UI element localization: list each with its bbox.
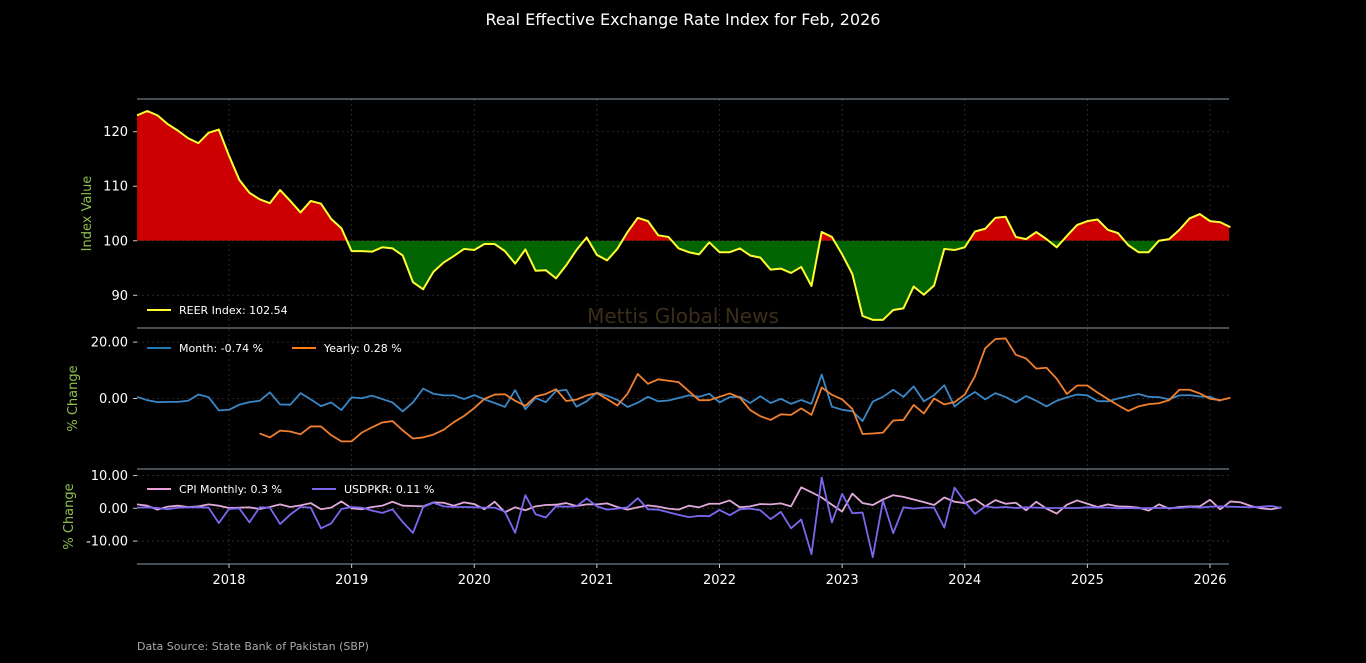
yearly-line [259,337,1231,443]
x-tick-label: 2021 [580,573,613,588]
watermark: Mettis Global News [587,304,779,328]
cpi-monthly-line [136,486,1282,515]
reer-index-line [136,110,1231,321]
y-tick-label: 90 [111,289,128,304]
y-axis-title: % Change [62,483,77,549]
y-tick-label: 10.00 [91,469,128,484]
month-line [136,373,1221,422]
legend-label: Yearly: 0.28 % [323,342,402,355]
x-tick-label: 2020 [458,573,491,588]
y-axis-title: % Change [66,365,81,431]
cpi-usdpkr-panel: -10.00 0.00 10.00 % Change CPI Monthly: 0.3 … [62,469,1282,559]
legend-label: CPI Monthly: 0.3 % [179,483,282,496]
y-tick-label: 0.00 [99,392,128,407]
y-axis-title: Index Value [80,176,95,252]
x-tick-label: 2023 [826,573,859,588]
reer-panel: 90 100 110 120 Index Value REER Index: 102.54 [80,110,1231,321]
y-tick-label: 0.00 [99,502,128,517]
area-above-baseline [137,111,1229,241]
x-tick-label: 2018 [212,573,245,588]
legend-label: REER Index: 102.54 [179,304,288,317]
monthly-yearly-panel: 0.00 20.00 % Change Month: -0.74 % Yearly: 0… [66,336,1231,443]
x-tick-label: 2024 [948,573,981,588]
usdpkr-line [137,476,1282,559]
y-tick-label: 110 [103,180,128,195]
x-tick-label: 2026 [1193,573,1226,588]
y-tick-label: -10.00 [86,535,128,550]
data-source-note: Data Source: State Bank of Pakistan (SBP… [137,640,369,653]
x-tick-label: 2019 [335,573,368,588]
y-tick-label: 20.00 [91,336,128,351]
chart-title: Real Effective Exchange Rate Index for F… [485,10,881,29]
y-tick-label: 100 [103,234,128,249]
x-tick-label: 2022 [703,573,736,588]
legend-label: Month: -0.74 % [179,342,263,355]
grid-layer [137,98,1229,565]
area-below-baseline [137,240,1229,320]
x-axis: 2018 2019 2020 2021 2022 2023 2024 2025 2026 [212,564,1227,588]
legend-label: USDPKR: 0.11 % [344,483,434,496]
x-tick-label: 2025 [1071,573,1104,588]
y-tick-label: 120 [103,125,128,140]
